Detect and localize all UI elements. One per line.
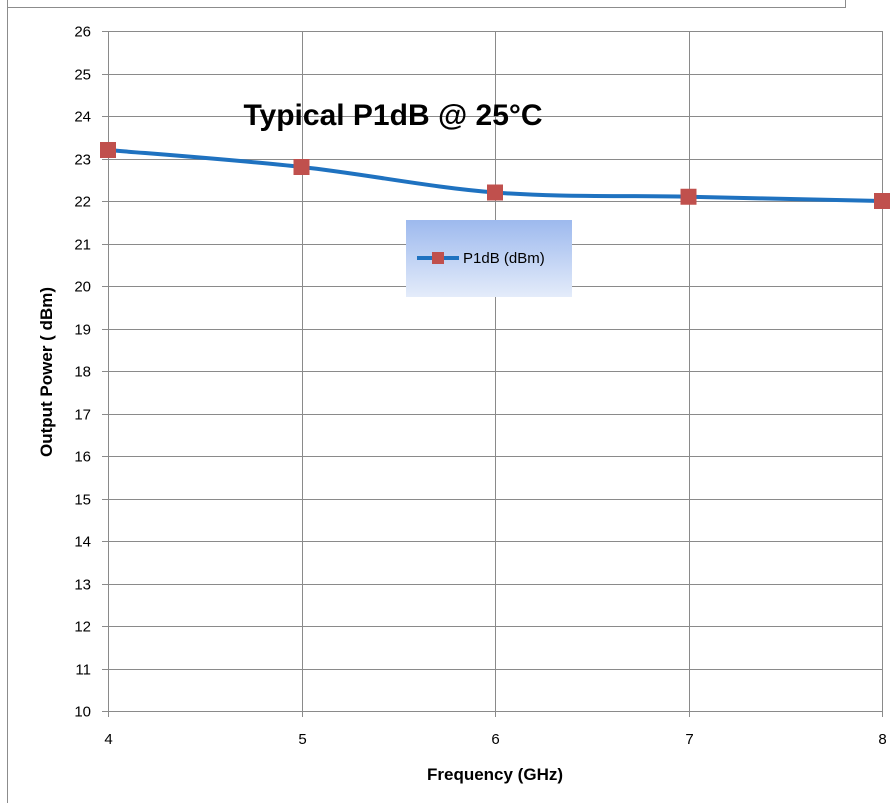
y-tick-label: 22	[74, 194, 91, 211]
data-point-marker	[680, 188, 697, 205]
data-point-marker	[293, 159, 310, 175]
y-tick-label: 17	[74, 407, 91, 424]
y-tick-label: 12	[74, 619, 91, 636]
y-tick-label: 11	[75, 662, 91, 679]
x-tick-label: 4	[104, 731, 112, 748]
chart-title: Typical P1dB @ 25°C	[243, 99, 542, 132]
gridlines	[108, 31, 883, 712]
x-tick-label: 5	[298, 731, 306, 748]
x-tick-label: 6	[491, 731, 499, 748]
y-tick-label: 19	[74, 322, 91, 339]
tick-labels: 10 11 12 13 14 15 16 17 18 19 20 21 22 23 24 25 26 4 5 6 7 8	[74, 24, 886, 749]
frame-top-edge	[7, 0, 846, 8]
data-point-marker	[874, 193, 890, 209]
y-tick-label: 16	[74, 449, 91, 466]
data-point-marker	[487, 184, 503, 201]
data-point-marker	[100, 142, 116, 158]
y-tick-label: 23	[74, 152, 91, 169]
x-tick-label: 7	[685, 731, 693, 748]
legend-label: P1dB (dBm)	[463, 250, 545, 267]
y-tick-label: 18	[74, 364, 91, 381]
y-axis-title: Output Power ( dBm)	[37, 287, 56, 457]
y-tick-label: 26	[74, 24, 91, 41]
series-layer	[100, 142, 890, 209]
y-tick-label: 14	[74, 534, 91, 551]
y-tick-label: 21	[74, 237, 91, 254]
axes	[102, 31, 883, 717]
legend-marker-swatch	[432, 252, 444, 264]
y-tick-label: 13	[74, 577, 91, 594]
y-tick-label: 25	[74, 67, 91, 84]
x-axis-title: Frequency (GHz)	[427, 765, 563, 784]
y-tick-label: 15	[74, 492, 91, 509]
y-tick-label: 10	[74, 704, 91, 721]
x-tick-label: 8	[878, 731, 886, 748]
legend: P1dB (dBm)	[406, 220, 572, 297]
y-tick-label: 24	[74, 109, 91, 126]
y-tick-label: 20	[74, 279, 91, 296]
